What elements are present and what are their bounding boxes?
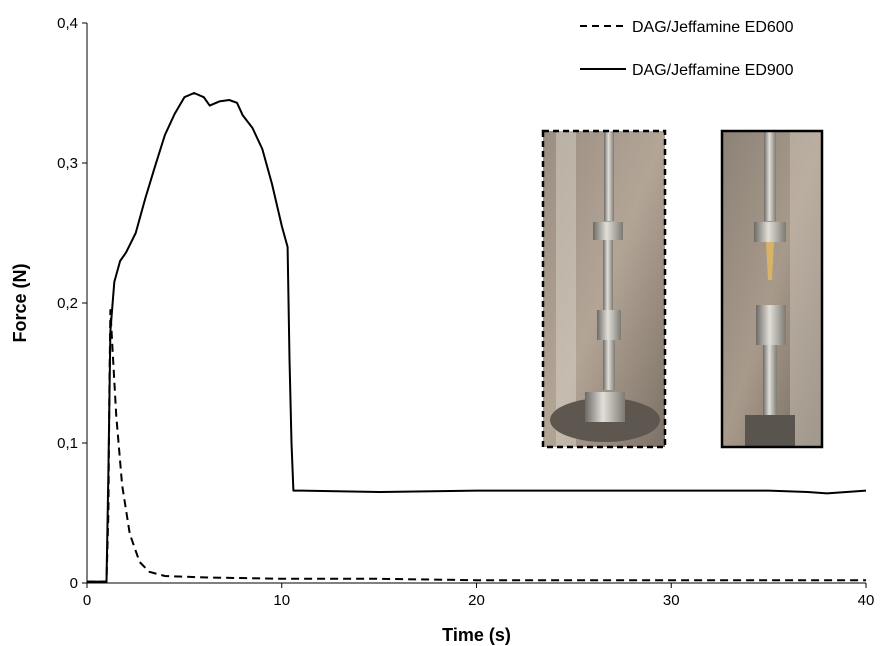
y-tick-label: 0,1 (57, 435, 78, 452)
photo-inset-ed600 (541, 129, 667, 449)
series-line-ed900 (87, 92, 867, 583)
legend-label-ed600: DAG/Jeffamine ED600 (632, 19, 794, 36)
legend: DAG/Jeffamine ED600 DAG/Jeffamine ED900 (580, 19, 794, 79)
x-tick-label: 30 (663, 592, 680, 609)
legend-label-ed900: DAG/Jeffamine ED900 (632, 62, 794, 79)
x-tick-label: 10 (273, 592, 290, 609)
series-layer (87, 92, 867, 583)
tick-marks (82, 22, 867, 588)
y-axis-title: Force (N) (10, 263, 30, 342)
y-tick-label: 0,4 (57, 15, 78, 32)
y-tick-label: 0,2 (57, 295, 78, 312)
x-tick-label: 0 (83, 592, 91, 609)
photo-inset-ed900 (720, 129, 824, 449)
tick-labels: 0 10 20 30 40 0 0,1 0,2 0,3 0,4 (57, 15, 874, 609)
x-axis-title: Time (s) (442, 625, 511, 645)
y-tick-label: 0,3 (57, 155, 78, 172)
x-tick-label: 20 (468, 592, 485, 609)
y-tick-label: 0 (70, 575, 78, 592)
x-tick-label: 40 (858, 592, 875, 609)
